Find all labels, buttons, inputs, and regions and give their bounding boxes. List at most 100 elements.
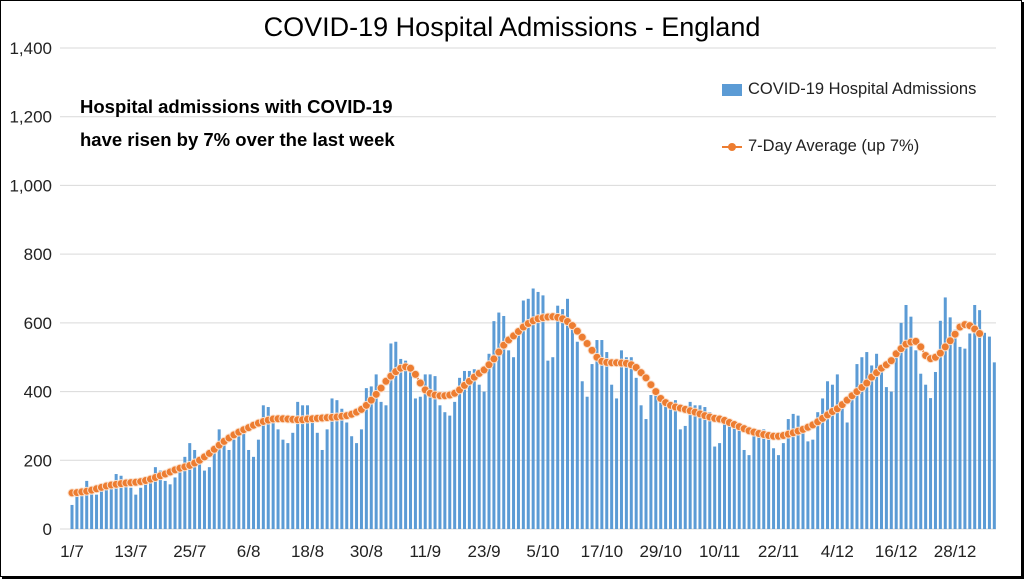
y-tick-label: 1,400: [9, 39, 52, 58]
bar: [924, 384, 928, 529]
bar: [80, 491, 84, 529]
chart-annotation: Hospital admissions with COVID-19 have r…: [80, 90, 395, 156]
bar: [90, 494, 94, 529]
bar: [394, 341, 398, 529]
bar: [453, 401, 457, 529]
bar: [953, 329, 957, 529]
bar: [816, 412, 820, 529]
bar: [345, 422, 349, 529]
bar: [374, 374, 378, 529]
average-point: [410, 369, 420, 379]
bar: [242, 432, 246, 529]
bar: [173, 477, 177, 529]
bar: [129, 487, 133, 529]
bar: [845, 422, 849, 529]
bar: [791, 413, 795, 529]
average-point: [415, 378, 425, 388]
average-point: [371, 389, 381, 399]
bar: [286, 443, 290, 529]
bar: [938, 320, 942, 529]
bar: [644, 419, 648, 529]
bar: [860, 357, 864, 529]
bar: [502, 315, 506, 529]
bar: [443, 412, 447, 529]
bar: [835, 374, 839, 529]
bar: [669, 405, 673, 529]
bar: [875, 353, 879, 529]
bar: [899, 322, 903, 529]
bar: [266, 407, 270, 529]
bar: [163, 480, 167, 529]
x-tick-label: 18/8: [291, 542, 324, 561]
bar: [124, 484, 128, 529]
x-tick-label: 22/11: [758, 542, 799, 561]
bar: [418, 396, 422, 529]
bar: [747, 455, 751, 529]
legend-item-admissions: COVID-19 Hospital Admissions: [722, 80, 976, 99]
bar: [369, 386, 373, 529]
x-tick-label: 28/12: [934, 542, 977, 561]
bar: [929, 398, 933, 529]
x-tick-label: 29/10: [639, 542, 682, 561]
bar: [512, 357, 516, 529]
bar: [109, 484, 113, 529]
bar: [556, 305, 560, 529]
bar: [507, 350, 511, 529]
bar: [95, 494, 99, 529]
bar: [153, 467, 157, 529]
bar: [438, 405, 442, 529]
bar: [919, 373, 923, 529]
bar: [713, 446, 717, 529]
x-tick-label: 13/7: [114, 542, 147, 561]
average-point: [651, 387, 661, 397]
bar: [183, 456, 187, 529]
bar: [355, 443, 359, 529]
bar: [276, 429, 280, 529]
bar: [546, 360, 550, 529]
x-tick-label: 10/11: [699, 542, 740, 561]
bar: [119, 475, 123, 529]
bar: [566, 298, 570, 529]
legend-label-average: 7-Day Average (up 7%): [748, 137, 920, 155]
bar: [448, 415, 452, 529]
bar: [423, 374, 427, 529]
bar: [310, 419, 314, 529]
bar: [762, 429, 766, 529]
bar: [462, 370, 466, 529]
bar: [624, 357, 628, 529]
bar: [639, 405, 643, 529]
bar: [673, 400, 677, 529]
average-point: [646, 380, 656, 390]
bar: [767, 432, 771, 529]
average-point: [940, 342, 950, 352]
bar: [889, 391, 893, 529]
bar: [904, 304, 908, 529]
average-point: [406, 363, 416, 373]
average-point: [862, 378, 872, 388]
bar: [541, 295, 545, 529]
bar: [659, 395, 663, 529]
bar: [840, 405, 844, 529]
bar: [222, 443, 226, 529]
average-point: [484, 360, 494, 370]
average-point: [567, 321, 577, 331]
bar: [291, 432, 295, 529]
bar: [933, 371, 937, 529]
bar: [781, 443, 785, 529]
bar: [472, 369, 476, 529]
bar: [85, 480, 89, 529]
y-tick-label: 1,000: [9, 176, 52, 195]
bar: [948, 317, 952, 529]
bar: [703, 407, 707, 529]
bar: [247, 449, 251, 529]
bar: [477, 384, 481, 529]
bar: [75, 494, 79, 529]
bar: [389, 343, 393, 529]
bar: [575, 341, 579, 529]
x-tick-label: 17/10: [581, 542, 624, 561]
bar: [340, 408, 344, 529]
bar: [619, 350, 623, 529]
bar: [384, 405, 388, 529]
bar: [487, 353, 491, 529]
